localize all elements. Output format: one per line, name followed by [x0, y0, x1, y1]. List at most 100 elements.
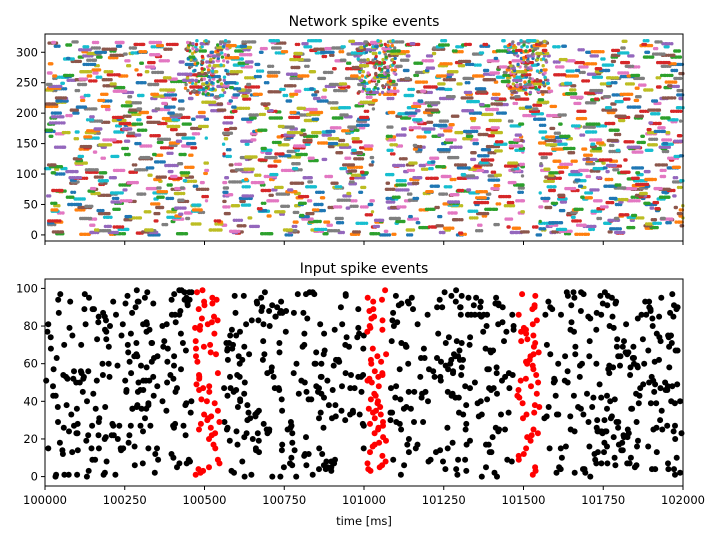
network-spike-point: [164, 222, 169, 227]
network-spike-point: [650, 148, 654, 152]
network-spike-point: [113, 176, 118, 180]
network-spike-point: [54, 201, 58, 205]
network-spike-point: [223, 180, 228, 185]
network-spike-point: [205, 168, 210, 173]
network-spike-point: [674, 176, 679, 180]
network-spike-point: [417, 109, 421, 113]
network-spike-point: [543, 123, 547, 128]
network-spike-point: [445, 119, 450, 123]
network-spike-point: [95, 168, 99, 172]
network-spike-point: [608, 106, 612, 110]
network-spike-point: [179, 113, 183, 117]
network-spike-point: [286, 143, 290, 147]
network-spike-point: [546, 100, 550, 104]
network-spike-point: [555, 230, 560, 234]
network-spike-point: [391, 110, 396, 115]
network-spike-point: [404, 157, 408, 161]
network-spike-point: [417, 104, 422, 109]
network-spike-point: [449, 129, 453, 133]
network-spike-point: [219, 228, 223, 232]
network-spike-point: [572, 186, 577, 191]
network-spike-point: [137, 133, 142, 137]
network-spike-point: [485, 211, 490, 216]
network-spike-point: [213, 100, 217, 104]
network-spike-point: [642, 140, 646, 145]
network-spike-point: [351, 176, 355, 180]
network-spike-point: [128, 214, 133, 219]
network-spike-point: [233, 126, 238, 131]
network-spike-point: [193, 179, 198, 183]
network-spike-point: [576, 188, 580, 193]
network-spike-point: [637, 105, 642, 109]
network-spike-point: [399, 144, 404, 148]
network-spike-point: [363, 185, 367, 190]
network-spike-point: [262, 112, 267, 117]
network-spike-point: [370, 155, 375, 160]
network-spike-point: [360, 157, 365, 161]
network-spike-point: [475, 216, 479, 220]
network-spike-point: [116, 154, 120, 159]
network-spike-point: [670, 217, 674, 221]
network-spike-point: [179, 162, 184, 166]
network-spike-point: [96, 136, 100, 140]
network-spike-point: [599, 199, 603, 203]
network-spike-point: [347, 156, 352, 160]
network-spike-point: [427, 225, 432, 229]
network-spike-point: [323, 157, 328, 162]
network-spike-point: [330, 229, 334, 233]
network-spike-point: [521, 210, 525, 214]
network-spike-point: [589, 227, 593, 232]
network-spike-point: [555, 221, 559, 225]
network-spike-point: [585, 168, 590, 173]
network-spike-point: [359, 165, 364, 169]
network-spike-point: [667, 195, 671, 199]
network-spike-point: [644, 191, 648, 196]
network-spike-point: [338, 221, 342, 225]
network-spike-point: [180, 212, 184, 216]
network-spike-point: [418, 126, 422, 130]
network-spike-point: [511, 200, 515, 205]
network-spike-point: [192, 117, 196, 121]
network-spike-point: [92, 186, 97, 191]
network-spike-point: [467, 166, 471, 170]
network-spike-point: [617, 132, 622, 137]
network-spike-point: [678, 220, 682, 224]
network-spike-point: [648, 222, 652, 226]
network-spike-point: [552, 188, 556, 193]
network-spike-point: [72, 190, 77, 194]
network-spike-point: [370, 210, 375, 214]
network-spike-point: [413, 217, 417, 221]
network-spike-point: [281, 152, 285, 156]
network-spike-point: [374, 98, 378, 103]
network-spike-point: [82, 197, 86, 201]
network-spike-point: [253, 138, 257, 142]
network-spike-point: [338, 126, 342, 130]
network-spike-point: [456, 200, 461, 204]
network-spike-point: [173, 97, 177, 101]
network-spike-point: [270, 232, 274, 236]
network-spike-point: [448, 174, 452, 179]
network-spike-point: [357, 230, 361, 234]
network-spike-point: [618, 164, 623, 168]
network-spike-point: [170, 151, 174, 155]
network-spike-point: [83, 105, 88, 109]
network-spike-point: [195, 184, 199, 188]
network-spike-point: [294, 229, 298, 233]
network-spike-point: [500, 140, 504, 144]
network-spike-point: [174, 127, 178, 132]
network-spike-point: [186, 216, 191, 221]
network-spike-point: [545, 221, 549, 225]
network-spike-point: [662, 129, 666, 134]
network-spike-point: [580, 207, 584, 211]
network-spike-point: [517, 226, 522, 230]
network-spike-point: [290, 188, 294, 192]
network-spike-point: [622, 230, 626, 235]
network-spike-point: [456, 193, 460, 197]
network-spike-point: [157, 120, 161, 125]
network-spike-point: [598, 176, 602, 180]
network-spike-point: [609, 158, 613, 162]
network-spike-point: [649, 121, 654, 125]
network-spike-point: [402, 219, 406, 224]
network-spike-point: [289, 228, 293, 232]
network-spike-point: [409, 214, 413, 219]
